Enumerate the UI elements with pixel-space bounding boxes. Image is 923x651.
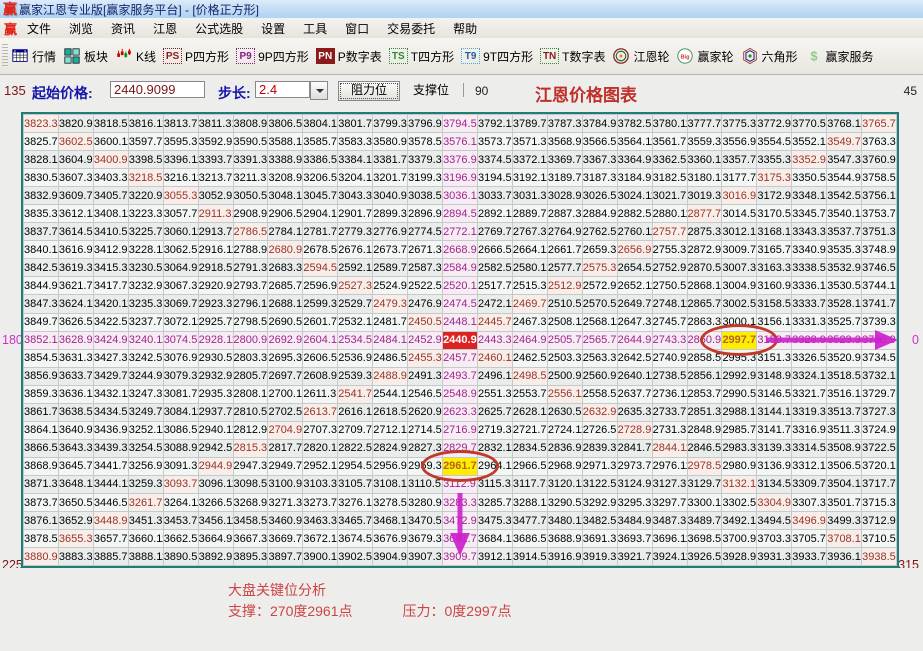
svg-text:$: $	[810, 50, 817, 64]
svg-text:Big: Big	[681, 54, 691, 60]
